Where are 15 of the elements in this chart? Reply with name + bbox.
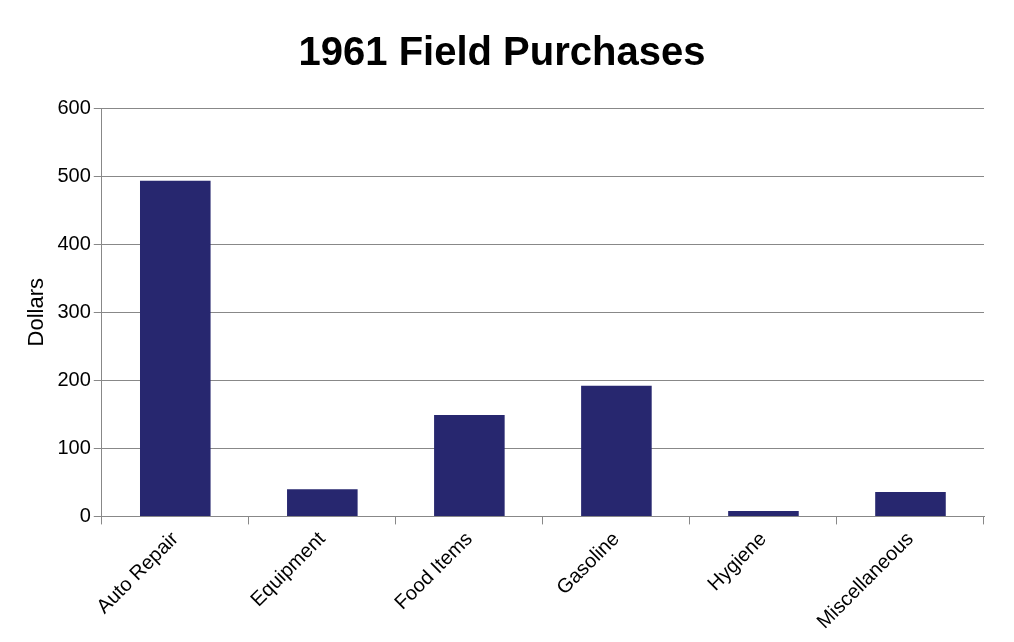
y-tick-label: 0	[79, 503, 91, 526]
y-axis-title: Dollars	[23, 277, 49, 347]
y-tick-label: 500	[57, 163, 91, 186]
bar	[581, 385, 652, 516]
bar	[434, 415, 505, 516]
y-tick-label: 100	[57, 435, 91, 458]
bar	[875, 491, 946, 516]
y-tick-label: 400	[57, 231, 91, 254]
y-tick-label: 200	[57, 367, 91, 390]
bar	[287, 489, 358, 516]
bar	[140, 180, 211, 516]
chart-title: 1961 Field Purchases	[298, 29, 706, 74]
y-tick-label: 300	[57, 299, 91, 322]
y-tick-label: 600	[57, 95, 91, 118]
bar	[728, 510, 799, 516]
